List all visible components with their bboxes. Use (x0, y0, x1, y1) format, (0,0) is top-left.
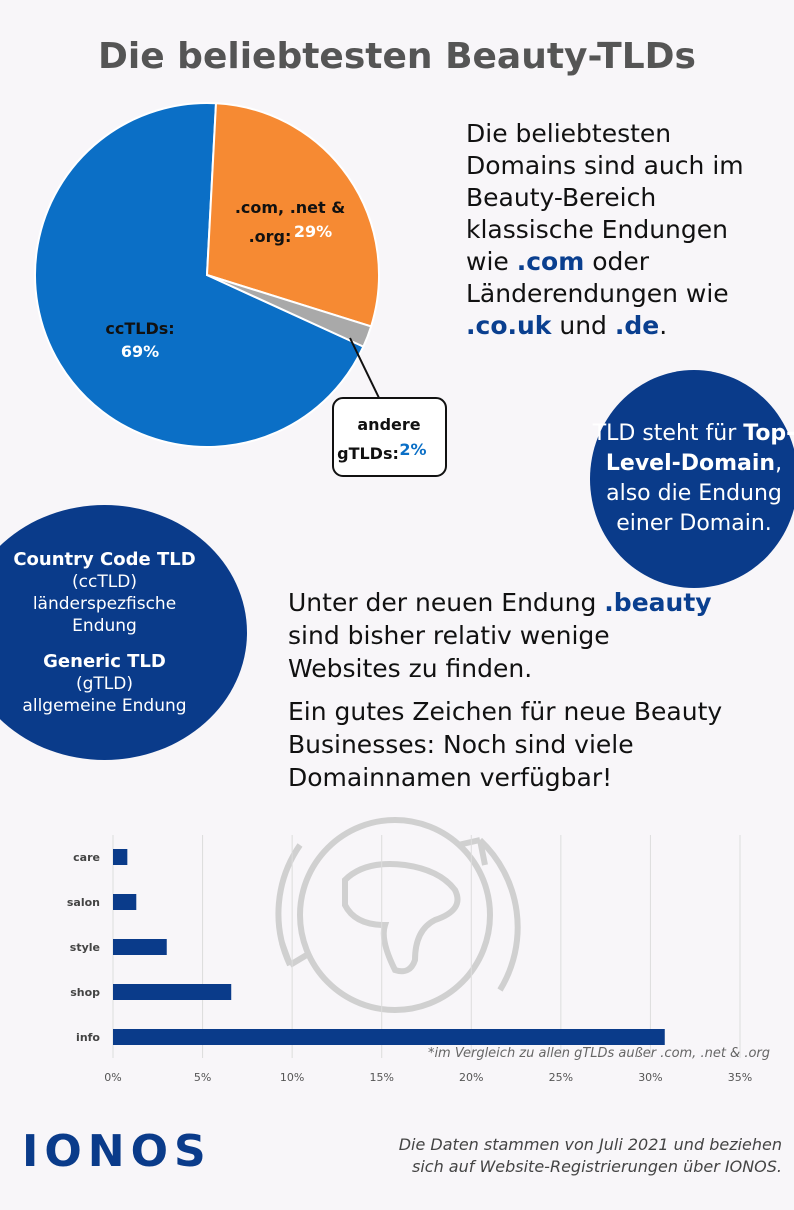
y-tick-label: style (70, 941, 100, 954)
x-tick-label: 20% (459, 1071, 483, 1084)
gtld-title: Generic TLD (43, 650, 166, 672)
bar (113, 849, 128, 865)
text-segment: oder Länderendungen wie (466, 247, 729, 308)
text-segment: Top-Level-Domain (605, 421, 794, 476)
text-segment: sind bisher relativ wenige Websites zu f… (288, 621, 610, 683)
x-tick-label: 0% (104, 1071, 121, 1084)
text-segment: TLD steht für (592, 421, 744, 446)
text-segment: Ein gutes Zeichen für neue Beauty Busine… (288, 697, 723, 792)
beauty-paragraph: Unter der neuen Endung .beauty sind bish… (288, 586, 728, 685)
beauty-text: Unter der neuen Endung .beauty sind bish… (288, 586, 728, 804)
callout-pointer (349, 337, 381, 401)
cctld-title: Country Code TLD (13, 548, 196, 570)
text-segment: .com (516, 247, 585, 276)
y-tick-label: care (73, 851, 100, 864)
pie-label: .com, .net & .org: (235, 198, 345, 246)
source-note: Die Daten stammen von Juli 2021 und bezi… (398, 1135, 782, 1176)
x-tick-label: 35% (728, 1071, 752, 1084)
pie-label-part: .com, .net & (235, 198, 345, 217)
pie-value-label: 2% (399, 440, 426, 459)
pie-slice (205, 102, 380, 328)
bar (113, 894, 137, 910)
pie-chart: ccTLDs: 69% .com, .net & .org: 29% andere gTLD… (34, 102, 447, 477)
text-segment: . (659, 311, 668, 340)
y-tick-label: salon (67, 896, 100, 909)
globe-icon (275, 817, 521, 1013)
text-segment: Die beliebtesten Domains sind auch im Be… (466, 119, 744, 276)
text-segment: .de (614, 311, 660, 340)
pie-label-part: gTLDs: (337, 444, 399, 463)
pie-label: andere gTLDs: (337, 415, 421, 463)
pie-label-part: andere (357, 415, 420, 434)
logo: IONOS (22, 1126, 212, 1177)
pie-slice (206, 274, 373, 348)
bar (113, 1029, 665, 1045)
gtld-abbr: (gTLD) (75, 673, 133, 694)
x-tick-label: 15% (369, 1071, 393, 1084)
chart-annotation: *im Vergleich zu allen gTLDs außer .com,… (427, 1046, 770, 1061)
tld-info-circle: TLD steht für Top-Level-Domain, also die… (590, 370, 794, 588)
pie-label-part: .org: (249, 227, 292, 246)
pie-label: ccTLDs: (105, 319, 174, 338)
legend-circle: Country Code TLD (ccTLD) länderspezfisch… (0, 505, 247, 760)
gtld-desc: allgemeine Endung (22, 695, 187, 716)
x-tick-label: 10% (280, 1071, 304, 1084)
x-tick-label: 5% (194, 1071, 211, 1084)
text-segment: Unter der neuen Endung (288, 588, 605, 617)
bar-chart: 0% 5% 10% 15% 20% 25% 30% 35% care salon style shop… (67, 835, 752, 1084)
pie-slice (34, 102, 365, 448)
bar (113, 939, 167, 955)
x-tick-label: 30% (638, 1071, 662, 1084)
bar (113, 984, 232, 1000)
callout-box (332, 397, 447, 477)
y-tick-label: shop (70, 986, 100, 999)
tld-info-text: TLD steht für Top-Level-Domain, also die… (590, 419, 794, 539)
text-segment: .co.uk (466, 311, 552, 340)
beauty-paragraph: Ein gutes Zeichen für neue Beauty Busine… (288, 695, 728, 794)
text-segment: .beauty (604, 588, 712, 617)
intro-text: Die beliebtesten Domains sind auch im Be… (466, 118, 766, 342)
y-tick-label: info (76, 1031, 100, 1044)
x-tick-label: 25% (549, 1071, 573, 1084)
cctld-desc: länderspezfische Endung (32, 593, 177, 636)
title: Die beliebtesten Beauty-TLDs (98, 36, 696, 77)
text-segment: , also die Endung einer Domain. (606, 451, 783, 536)
cctld-abbr: (ccTLD) (72, 571, 137, 592)
pie-value-label: 69% (121, 342, 159, 361)
text-segment: und (551, 311, 615, 340)
pie-value-label: 29% (294, 222, 332, 241)
